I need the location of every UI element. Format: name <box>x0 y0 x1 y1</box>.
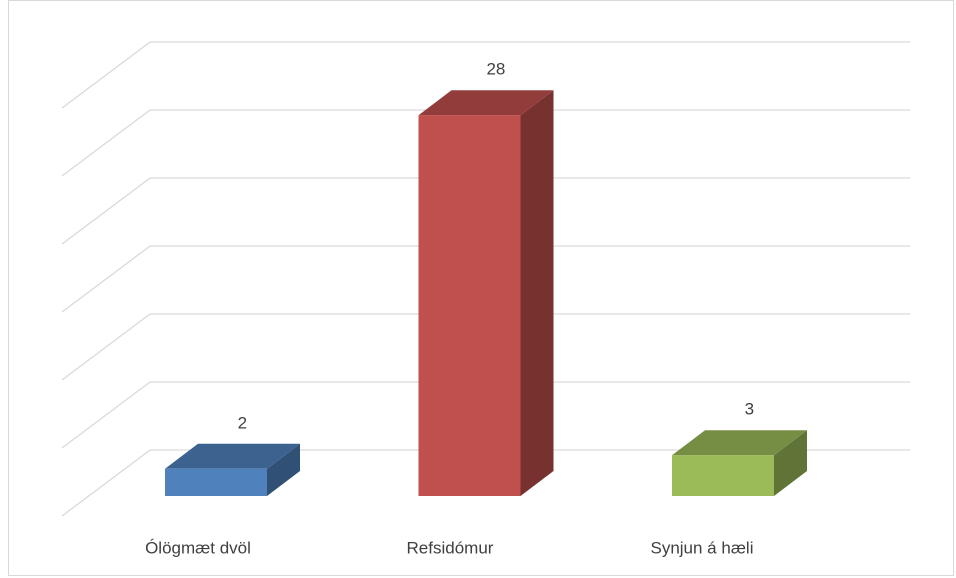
data-label: 28 <box>486 60 505 79</box>
x-tick-label: Refsidómur <box>407 538 494 557</box>
grid-line <box>61 313 910 381</box>
data-label: 3 <box>745 400 754 419</box>
grid-line <box>61 109 910 177</box>
grid-line <box>61 41 910 109</box>
bar-top <box>418 90 554 116</box>
bar-side <box>774 430 807 496</box>
bar <box>165 468 267 496</box>
bar-side <box>267 443 300 496</box>
bar-top <box>165 443 300 469</box>
grid-line <box>61 245 910 313</box>
grid-line <box>61 381 910 449</box>
data-label: 2 <box>238 413 247 432</box>
x-tick-label: Ólögmæt dvöl <box>145 538 251 557</box>
bar <box>672 455 774 496</box>
x-tick-label: Synjun á hæli <box>650 538 753 557</box>
grid-line <box>61 177 910 245</box>
grid-line <box>61 449 910 517</box>
bar-top <box>672 430 807 456</box>
bar <box>418 115 521 496</box>
bar-side <box>520 90 554 496</box>
